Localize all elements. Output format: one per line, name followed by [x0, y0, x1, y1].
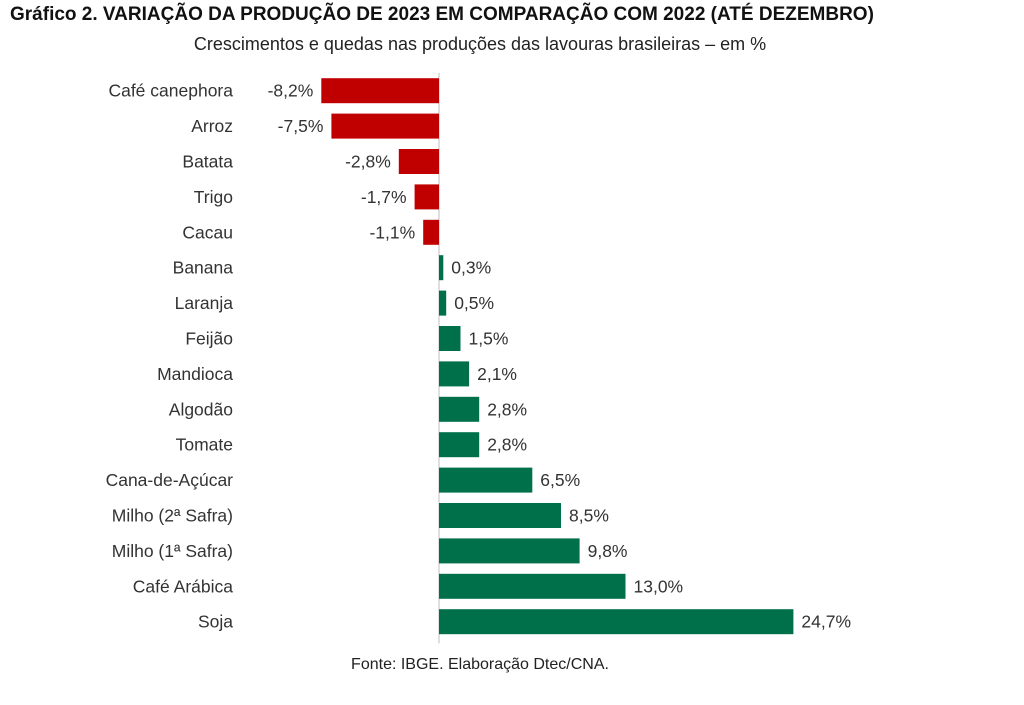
bar [439, 538, 580, 564]
bar [398, 149, 439, 174]
bar [321, 78, 439, 104]
data-label: -2,8% [345, 152, 391, 172]
bar [439, 503, 561, 528]
category-label: Cacau [182, 222, 233, 242]
bar [439, 255, 444, 281]
data-label: 2,1% [477, 364, 517, 384]
bar [439, 573, 626, 599]
bar [439, 396, 480, 422]
data-label: 9,8% [588, 541, 628, 561]
data-label: -7,5% [278, 116, 324, 136]
bar [439, 361, 470, 387]
bar [439, 290, 447, 316]
data-label: 2,8% [487, 399, 527, 419]
bar [439, 326, 461, 351]
category-label: Algodão [169, 399, 233, 419]
category-label: Café Arábica [133, 576, 233, 596]
category-label: Banana [173, 258, 234, 278]
bar [439, 467, 533, 493]
data-label: -1,7% [361, 187, 407, 207]
category-label: Tomate [176, 435, 233, 455]
data-label: 1,5% [469, 329, 509, 349]
bar [331, 113, 439, 139]
category-label: Laranja [175, 293, 234, 313]
data-label: 0,3% [451, 258, 491, 278]
data-label: 8,5% [569, 506, 609, 526]
category-label: Trigo [194, 187, 233, 207]
source-note: Fonte: IBGE. Elaboração Dtec/CNA. [351, 656, 609, 673]
bar [439, 609, 794, 635]
data-label: 13,0% [634, 576, 684, 596]
data-label: 2,8% [487, 435, 527, 455]
category-label: Milho (2ª Safra) [112, 506, 233, 526]
chart-title: Gráfico 2. VARIAÇÃO DA PRODUÇÃO DE 2023 … [10, 4, 874, 25]
data-label: -8,2% [268, 81, 314, 101]
category-label: Arroz [191, 116, 233, 136]
bar [439, 432, 480, 458]
category-label: Mandioca [157, 364, 233, 384]
category-label: Soja [198, 612, 233, 632]
data-label: 24,7% [801, 612, 851, 632]
chart-subtitle: Crescimentos e quedas nas produções das … [193, 34, 767, 54]
data-label: 0,5% [454, 293, 494, 313]
category-label: Café canephora [108, 81, 233, 101]
data-label: 6,5% [540, 470, 580, 490]
bar [414, 184, 439, 210]
bar [423, 219, 439, 245]
category-label: Cana-de-Açúcar [106, 470, 234, 490]
category-label: Feijão [185, 329, 233, 349]
category-label: Milho (1ª Safra) [112, 541, 233, 561]
data-label: -1,1% [369, 222, 415, 242]
category-label: Batata [182, 152, 233, 172]
